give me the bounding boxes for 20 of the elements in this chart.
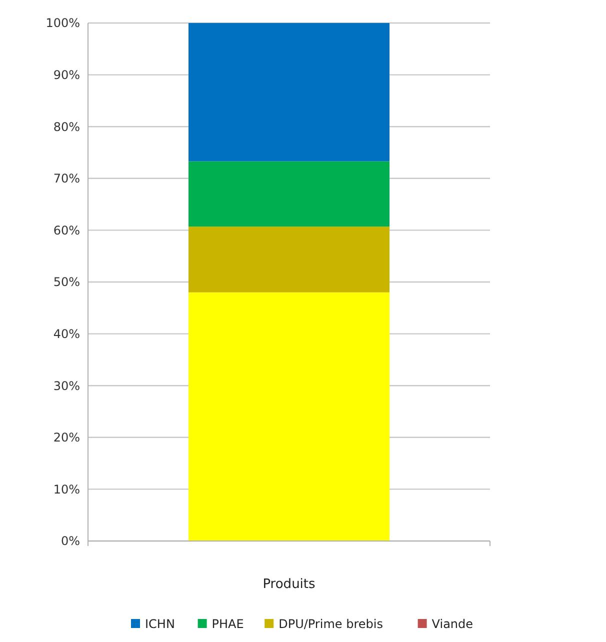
y-tick-label: 0% [60, 534, 80, 548]
y-tick-label: 20% [53, 430, 80, 445]
y-tick-label: 50% [53, 275, 80, 290]
legend-label: ICHN [145, 617, 175, 631]
y-tick-label: 90% [53, 68, 80, 82]
y-tick-label: 10% [53, 482, 80, 496]
bar [188, 161, 390, 227]
y-tick-label: 60% [53, 223, 80, 238]
bar [188, 23, 390, 162]
bar [188, 292, 390, 541]
bar [188, 226, 390, 292]
y-tick-label: 70% [53, 172, 80, 186]
legend-label: Viande [432, 617, 474, 631]
legend-label: PHAE [212, 617, 244, 631]
y-tick-label: 80% [53, 120, 80, 134]
y-tick-label: 30% [53, 378, 80, 393]
y-tick-label: 40% [53, 327, 80, 341]
legend-label: DPU/Prime brebis [278, 617, 383, 631]
x-axis-title: Produits [262, 577, 316, 592]
y-tick-label: 100% [46, 16, 80, 30]
